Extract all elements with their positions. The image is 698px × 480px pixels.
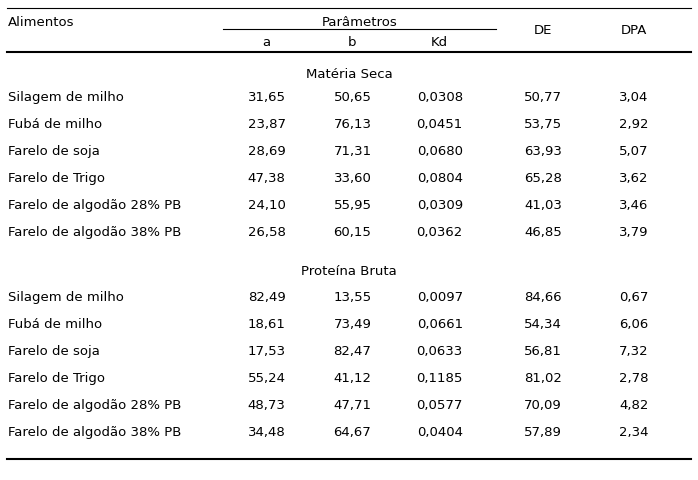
Text: Parâmetros: Parâmetros <box>322 16 397 29</box>
Text: 73,49: 73,49 <box>334 318 371 331</box>
Text: 3,04: 3,04 <box>619 91 648 104</box>
Text: Proteína Bruta: Proteína Bruta <box>301 265 397 278</box>
Text: a: a <box>262 36 271 49</box>
Text: 23,87: 23,87 <box>248 118 285 131</box>
Text: 31,65: 31,65 <box>248 91 285 104</box>
Text: 82,49: 82,49 <box>248 291 285 304</box>
Text: 0,0680: 0,0680 <box>417 145 463 158</box>
Text: 55,95: 55,95 <box>334 199 371 212</box>
Text: Farelo de algodão 28% PB: Farelo de algodão 28% PB <box>8 399 181 412</box>
Text: 2,78: 2,78 <box>619 372 648 385</box>
Text: 0,0804: 0,0804 <box>417 172 463 185</box>
Text: 50,77: 50,77 <box>524 91 562 104</box>
Text: 47,38: 47,38 <box>248 172 285 185</box>
Text: 5,07: 5,07 <box>619 145 648 158</box>
Text: Silagem de milho: Silagem de milho <box>8 91 124 104</box>
Text: 0,0362: 0,0362 <box>417 226 463 239</box>
Text: Fubá de milho: Fubá de milho <box>8 318 103 331</box>
Text: 0,0633: 0,0633 <box>417 345 463 358</box>
Text: 84,66: 84,66 <box>524 291 562 304</box>
Text: 26,58: 26,58 <box>248 226 285 239</box>
Text: 2,34: 2,34 <box>619 426 648 439</box>
Text: 18,61: 18,61 <box>248 318 285 331</box>
Text: 48,73: 48,73 <box>248 399 285 412</box>
Text: 4,82: 4,82 <box>619 399 648 412</box>
Text: 50,65: 50,65 <box>334 91 371 104</box>
Text: Fubá de milho: Fubá de milho <box>8 118 103 131</box>
Text: 81,02: 81,02 <box>524 372 562 385</box>
Text: 53,75: 53,75 <box>524 118 562 131</box>
Text: 57,89: 57,89 <box>524 426 562 439</box>
Text: 34,48: 34,48 <box>248 426 285 439</box>
Text: Farelo de soja: Farelo de soja <box>8 345 101 358</box>
Text: 46,85: 46,85 <box>524 226 562 239</box>
Text: 13,55: 13,55 <box>334 291 371 304</box>
Text: 0,0309: 0,0309 <box>417 199 463 212</box>
Text: Silagem de milho: Silagem de milho <box>8 291 124 304</box>
Text: 55,24: 55,24 <box>248 372 285 385</box>
Text: 82,47: 82,47 <box>334 345 371 358</box>
Text: Matéria Seca: Matéria Seca <box>306 68 392 81</box>
Text: DPA: DPA <box>621 24 647 36</box>
Text: Alimentos: Alimentos <box>8 16 75 29</box>
Text: 0,0577: 0,0577 <box>417 399 463 412</box>
Text: 24,10: 24,10 <box>248 199 285 212</box>
Text: Farelo de algodão 38% PB: Farelo de algodão 38% PB <box>8 226 181 239</box>
Text: 28,69: 28,69 <box>248 145 285 158</box>
Text: 65,28: 65,28 <box>524 172 562 185</box>
Text: 6,06: 6,06 <box>619 318 648 331</box>
Text: 0,67: 0,67 <box>619 291 648 304</box>
Text: 0,0404: 0,0404 <box>417 426 463 439</box>
Text: Farelo de algodão 28% PB: Farelo de algodão 28% PB <box>8 199 181 212</box>
Text: 7,32: 7,32 <box>619 345 648 358</box>
Text: 3,62: 3,62 <box>619 172 648 185</box>
Text: 64,67: 64,67 <box>334 426 371 439</box>
Text: 70,09: 70,09 <box>524 399 562 412</box>
Text: 3,46: 3,46 <box>619 199 648 212</box>
Text: 47,71: 47,71 <box>334 399 371 412</box>
Text: Farelo de algodão 38% PB: Farelo de algodão 38% PB <box>8 426 181 439</box>
Text: 54,34: 54,34 <box>524 318 562 331</box>
Text: 33,60: 33,60 <box>334 172 371 185</box>
Text: 3,79: 3,79 <box>619 226 648 239</box>
Text: 0,0308: 0,0308 <box>417 91 463 104</box>
Text: 41,03: 41,03 <box>524 199 562 212</box>
Text: DE: DE <box>534 24 552 36</box>
Text: Kd: Kd <box>431 36 448 49</box>
Text: b: b <box>348 36 357 49</box>
Text: 0,0097: 0,0097 <box>417 291 463 304</box>
Text: 63,93: 63,93 <box>524 145 562 158</box>
Text: 76,13: 76,13 <box>334 118 371 131</box>
Text: 17,53: 17,53 <box>248 345 285 358</box>
Text: 56,81: 56,81 <box>524 345 562 358</box>
Text: 0,1185: 0,1185 <box>417 372 463 385</box>
Text: 60,15: 60,15 <box>334 226 371 239</box>
Text: 2,92: 2,92 <box>619 118 648 131</box>
Text: 0,0661: 0,0661 <box>417 318 463 331</box>
Text: 71,31: 71,31 <box>334 145 371 158</box>
Text: Farelo de Trigo: Farelo de Trigo <box>8 172 105 185</box>
Text: Farelo de soja: Farelo de soja <box>8 145 101 158</box>
Text: 41,12: 41,12 <box>334 372 371 385</box>
Text: 0,0451: 0,0451 <box>417 118 463 131</box>
Text: Farelo de Trigo: Farelo de Trigo <box>8 372 105 385</box>
